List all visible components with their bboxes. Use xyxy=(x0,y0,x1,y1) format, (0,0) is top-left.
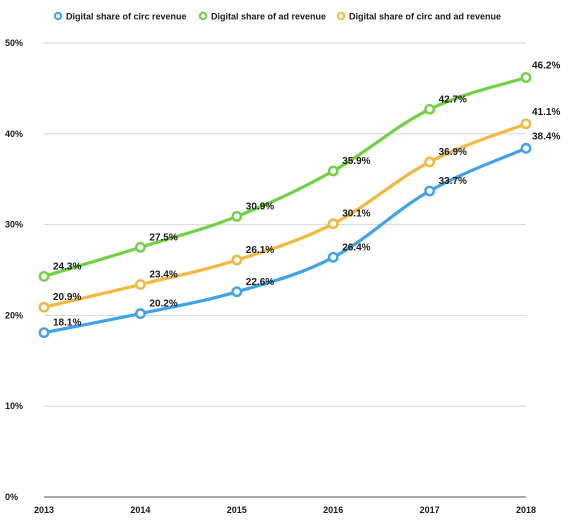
data-point xyxy=(520,72,532,83)
data-point xyxy=(231,254,243,266)
series-lines xyxy=(42,75,528,335)
data-label: 20.2% xyxy=(149,299,177,310)
legend-marker xyxy=(53,11,63,21)
data-label: 33.7% xyxy=(439,176,467,187)
data-point xyxy=(231,211,243,222)
y-tick-label: 10% xyxy=(5,401,23,411)
data-point xyxy=(520,142,532,154)
y-tick-label: 50% xyxy=(5,38,23,48)
x-tick-label: 2018 xyxy=(516,505,536,515)
x-tick-label: 2014 xyxy=(130,505,150,515)
legend-label: Digital share of ad revenue xyxy=(211,12,326,22)
x-tick-label: 2016 xyxy=(323,505,343,515)
data-point xyxy=(231,286,243,298)
legend-item: Digital share of ad revenue xyxy=(198,11,326,22)
data-label: 18.1% xyxy=(53,318,81,329)
data-point xyxy=(327,165,339,177)
data-point xyxy=(134,308,146,319)
data-label: 23.4% xyxy=(149,270,177,281)
legend-label: Digital share of circ revenue xyxy=(66,12,187,22)
gridlines: 0% 10% 20% 30% 40% 50% xyxy=(5,38,526,502)
data-point xyxy=(38,301,50,313)
data-label: 36.9% xyxy=(439,147,467,158)
data-point xyxy=(38,327,50,339)
y-tick-label: 20% xyxy=(5,310,23,320)
data-point xyxy=(520,118,532,130)
series-line xyxy=(42,122,528,309)
data-labels: 18.1% 20.2% 22.6% 26.4% 33.7% 38.4% 24.3% 27.5%… xyxy=(53,61,560,329)
data-label: 30.9% xyxy=(246,201,274,212)
data-label: 30.1% xyxy=(342,209,370,220)
x-tick-label: 2017 xyxy=(420,505,440,515)
legend: Digital share of circ revenue Digital sha… xyxy=(53,11,501,22)
legend-marker xyxy=(336,11,346,21)
y-tick-label: 40% xyxy=(5,129,23,139)
data-point xyxy=(134,279,146,290)
y-tick-label: 30% xyxy=(5,220,23,230)
data-label: 42.7% xyxy=(439,94,467,105)
x-axis-labels: 2013 2014 2015 2016 2017 2018 xyxy=(34,505,536,515)
series-line xyxy=(42,75,528,278)
data-label: 46.2% xyxy=(532,61,560,72)
data-point xyxy=(424,156,435,168)
data-point xyxy=(134,241,146,253)
data-label: 26.1% xyxy=(246,245,274,256)
data-label: 26.4% xyxy=(342,242,370,253)
x-tick-label: 2015 xyxy=(227,505,247,515)
data-label: 24.3% xyxy=(53,261,81,272)
legend-marker xyxy=(198,11,208,21)
legend-item: Digital share of circ and ad revenue xyxy=(336,11,501,22)
legend-item: Digital share of circ revenue xyxy=(53,11,187,22)
series-line xyxy=(42,146,528,335)
x-tick-label: 2013 xyxy=(34,505,54,515)
legend-label: Digital share of circ and ad revenue xyxy=(349,12,501,22)
data-label: 35.9% xyxy=(342,156,370,167)
data-point xyxy=(38,270,50,282)
data-point xyxy=(424,103,435,115)
data-point xyxy=(424,185,435,197)
data-label: 38.4% xyxy=(532,131,560,142)
series-markers xyxy=(38,72,532,339)
data-label: 41.1% xyxy=(532,107,560,118)
data-label: 20.9% xyxy=(53,292,81,303)
data-point xyxy=(327,251,339,263)
data-label: 27.5% xyxy=(149,232,177,243)
data-label: 22.6% xyxy=(246,277,274,288)
y-tick-label: 0% xyxy=(5,492,18,502)
data-point xyxy=(327,218,339,230)
